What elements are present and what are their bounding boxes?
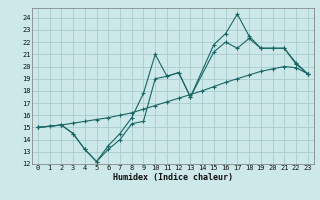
X-axis label: Humidex (Indice chaleur): Humidex (Indice chaleur): [113, 173, 233, 182]
